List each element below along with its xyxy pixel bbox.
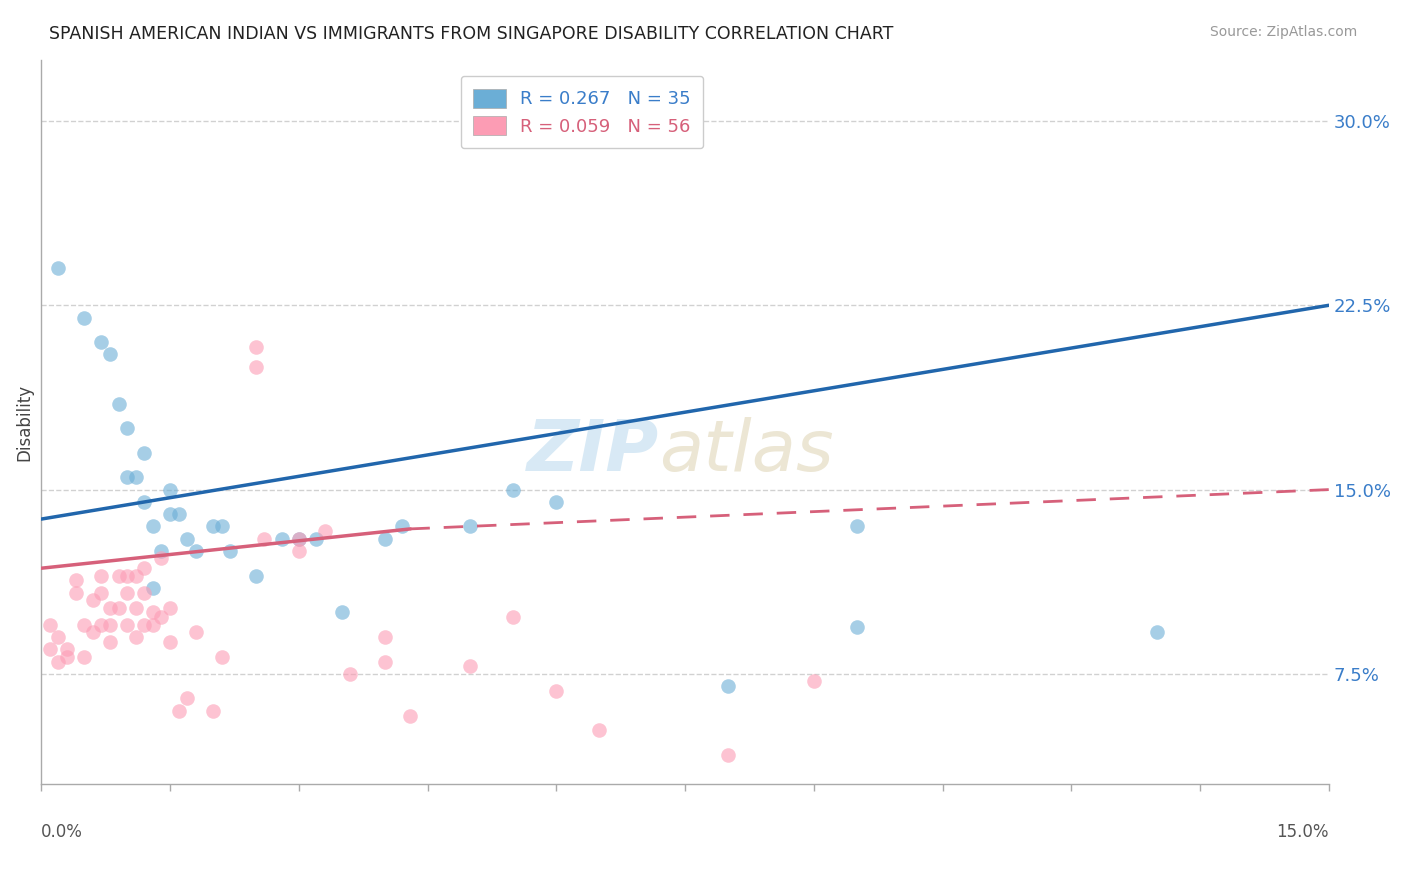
- Point: [245, 359, 267, 374]
- Point: [73, 649, 96, 664]
- Point: [48, 261, 70, 276]
- Point: [391, 519, 413, 533]
- Point: [1146, 625, 1168, 640]
- Point: [134, 495, 156, 509]
- Point: [125, 470, 148, 484]
- Point: [56, 642, 79, 657]
- Point: [314, 524, 336, 539]
- Point: [159, 483, 181, 497]
- Point: [159, 600, 181, 615]
- Text: atlas: atlas: [659, 417, 834, 485]
- Point: [245, 568, 267, 582]
- Point: [134, 617, 156, 632]
- Point: [167, 704, 190, 718]
- Point: [56, 649, 79, 664]
- Point: [107, 568, 129, 582]
- Point: [73, 310, 96, 325]
- Point: [167, 507, 190, 521]
- Legend: R = 0.267   N = 35, R = 0.059   N = 56: R = 0.267 N = 35, R = 0.059 N = 56: [461, 76, 703, 148]
- Point: [184, 544, 207, 558]
- Point: [107, 396, 129, 410]
- Point: [142, 617, 165, 632]
- Point: [150, 544, 173, 558]
- Text: ZIP: ZIP: [527, 417, 659, 485]
- Point: [270, 532, 292, 546]
- Point: [845, 620, 868, 634]
- Point: [460, 659, 482, 673]
- Point: [142, 581, 165, 595]
- Point: [98, 617, 121, 632]
- Point: [90, 617, 112, 632]
- Y-axis label: Disability: Disability: [15, 384, 32, 460]
- Point: [115, 617, 138, 632]
- Point: [288, 544, 311, 558]
- Point: [288, 532, 311, 546]
- Point: [90, 586, 112, 600]
- Point: [159, 507, 181, 521]
- Point: [184, 625, 207, 640]
- Point: [219, 544, 242, 558]
- Point: [717, 747, 740, 762]
- Point: [115, 568, 138, 582]
- Point: [48, 655, 70, 669]
- Point: [845, 519, 868, 533]
- Point: [115, 421, 138, 435]
- Point: [717, 679, 740, 693]
- Point: [142, 606, 165, 620]
- Point: [125, 600, 148, 615]
- Point: [330, 606, 353, 620]
- Point: [150, 610, 173, 624]
- Text: Source: ZipAtlas.com: Source: ZipAtlas.com: [1209, 25, 1357, 39]
- Point: [460, 519, 482, 533]
- Point: [201, 704, 224, 718]
- Point: [546, 684, 568, 698]
- Point: [65, 586, 87, 600]
- Point: [245, 340, 267, 354]
- Point: [39, 617, 62, 632]
- Point: [134, 446, 156, 460]
- Point: [142, 519, 165, 533]
- Point: [176, 691, 198, 706]
- Point: [502, 610, 524, 624]
- Point: [305, 532, 328, 546]
- Point: [339, 666, 361, 681]
- Point: [374, 630, 396, 644]
- Point: [374, 655, 396, 669]
- Point: [98, 600, 121, 615]
- Text: 15.0%: 15.0%: [1277, 823, 1329, 841]
- Point: [134, 561, 156, 575]
- Point: [82, 593, 104, 607]
- Point: [73, 617, 96, 632]
- Point: [82, 625, 104, 640]
- Point: [201, 519, 224, 533]
- Point: [134, 586, 156, 600]
- Point: [150, 551, 173, 566]
- Point: [546, 495, 568, 509]
- Point: [502, 483, 524, 497]
- Point: [374, 532, 396, 546]
- Point: [98, 347, 121, 361]
- Text: 0.0%: 0.0%: [41, 823, 83, 841]
- Point: [65, 574, 87, 588]
- Point: [803, 674, 825, 689]
- Point: [211, 649, 233, 664]
- Point: [253, 532, 276, 546]
- Point: [107, 600, 129, 615]
- Point: [98, 635, 121, 649]
- Point: [288, 532, 311, 546]
- Point: [176, 532, 198, 546]
- Point: [48, 630, 70, 644]
- Point: [159, 635, 181, 649]
- Point: [211, 519, 233, 533]
- Point: [115, 470, 138, 484]
- Point: [399, 708, 422, 723]
- Point: [125, 630, 148, 644]
- Point: [588, 723, 610, 738]
- Point: [90, 568, 112, 582]
- Text: SPANISH AMERICAN INDIAN VS IMMIGRANTS FROM SINGAPORE DISABILITY CORRELATION CHAR: SPANISH AMERICAN INDIAN VS IMMIGRANTS FR…: [49, 25, 894, 43]
- Point: [90, 335, 112, 350]
- Point: [125, 568, 148, 582]
- Point: [39, 642, 62, 657]
- Point: [115, 586, 138, 600]
